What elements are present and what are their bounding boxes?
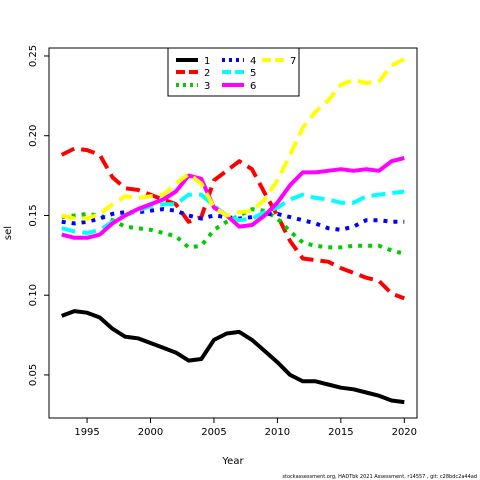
y-axis: 0.05 0.10 0.15 0.20 0.25 bbox=[28, 45, 49, 386]
y-axis-title: sel bbox=[3, 226, 14, 240]
legend: 12 3 45 6 7 bbox=[167, 47, 300, 97]
legend-items: 12 3 45 6 7 bbox=[176, 56, 296, 92]
series-line-7 bbox=[61, 57, 406, 221]
legend-label-3: 3 bbox=[204, 81, 210, 92]
series-line-1 bbox=[60, 309, 405, 405]
x-axis: 1995 2000 2005 2010 2015 2020 bbox=[74, 418, 417, 438]
x-tick-label: 2000 bbox=[138, 427, 163, 438]
x-tick-label: 2020 bbox=[392, 427, 417, 438]
y-tick-label: 0.20 bbox=[28, 125, 39, 147]
legend-label-1: 1 bbox=[204, 56, 210, 67]
legend-label-7: 7 bbox=[290, 56, 296, 67]
y-tick-label: 0.10 bbox=[28, 284, 39, 306]
y-tick-label: 0.15 bbox=[28, 204, 39, 226]
legend-box bbox=[167, 47, 300, 97]
x-axis-title: Year bbox=[221, 456, 244, 467]
series-layer bbox=[60, 57, 406, 405]
x-tick-label: 2005 bbox=[201, 427, 226, 438]
x-tick-label: 1995 bbox=[74, 427, 99, 438]
series-line-4 bbox=[61, 207, 405, 232]
y-tick-label: 0.05 bbox=[28, 364, 39, 386]
legend-label-4: 4 bbox=[250, 56, 256, 67]
series-line-6 bbox=[61, 156, 405, 240]
legend-label-5: 5 bbox=[250, 68, 256, 79]
x-tick-label: 2010 bbox=[265, 427, 290, 438]
legend-label-6: 6 bbox=[250, 81, 256, 92]
legend-label-2: 2 bbox=[204, 68, 210, 79]
y-tick-label: 0.25 bbox=[28, 45, 39, 67]
footnote: stockassessment.org, HADTbk 2021 Assessm… bbox=[282, 474, 477, 480]
series-line-2 bbox=[60, 146, 406, 301]
x-tick-label: 2015 bbox=[328, 427, 353, 438]
